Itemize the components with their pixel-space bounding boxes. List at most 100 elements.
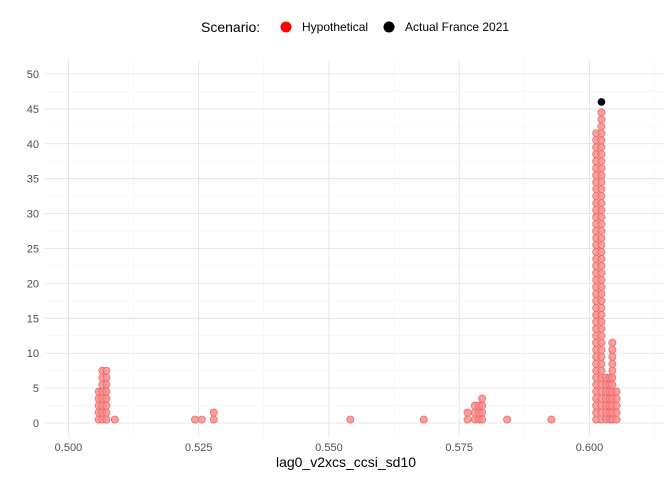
y-tick-label: 45: [27, 104, 39, 116]
hypothetical-point: [197, 415, 206, 424]
y-tick-label: 15: [27, 313, 39, 325]
hypothetical-point: [102, 387, 111, 396]
hypothetical-point: [597, 303, 606, 312]
hypothetical-point: [478, 394, 487, 403]
legend-title: Scenario:: [201, 19, 260, 35]
hypothetical-point: [597, 164, 606, 173]
x-tick-label: 0.525: [185, 442, 213, 454]
hypothetical-point: [503, 415, 512, 424]
hypothetical-point: [597, 129, 606, 138]
hypothetical-point: [597, 136, 606, 145]
hypothetical-point: [597, 359, 606, 368]
hypothetical-point: [102, 366, 111, 375]
hypothetical-point: [612, 387, 621, 396]
hypothetical-point: [102, 415, 111, 424]
hypothetical-point: [463, 415, 472, 424]
y-tick-label: 25: [27, 244, 39, 256]
hypothetical-point: [597, 255, 606, 263]
data-points: [94, 98, 621, 424]
hypothetical-point: [597, 178, 606, 187]
x-tick-label: 0.550: [315, 442, 343, 454]
hypothetical-point: [608, 373, 617, 382]
hypothetical-point: [597, 115, 606, 124]
legend-marker-actual: [383, 21, 395, 33]
hypothetical-point: [612, 401, 621, 410]
hypothetical-point: [612, 408, 621, 417]
hypothetical-point: [597, 122, 606, 131]
hypothetical-point: [102, 394, 111, 403]
hypothetical-point: [612, 394, 621, 403]
hypothetical-point: [597, 268, 606, 277]
hypothetical-point: [608, 380, 617, 389]
y-tick-label: 50: [27, 69, 39, 81]
x-tick-label: 0.600: [576, 442, 604, 454]
y-tick-label: 35: [27, 174, 39, 186]
hypothetical-point: [102, 380, 111, 389]
x-tick-label: 0.500: [55, 442, 83, 454]
legend: Scenario: Hypothetical Actual France 202…: [201, 19, 509, 35]
hypothetical-point: [597, 248, 606, 256]
hypothetical-point: [608, 359, 617, 368]
legend-label-hypothetical: Hypothetical: [302, 20, 368, 34]
hypothetical-point: [478, 401, 487, 410]
y-tick-label: 10: [27, 348, 39, 360]
hypothetical-point: [612, 415, 621, 424]
hypothetical-point: [597, 185, 606, 194]
hypothetical-point: [419, 415, 428, 424]
hypothetical-point: [463, 408, 472, 417]
hypothetical-point: [346, 415, 355, 424]
x-tick-label: 0.575: [445, 442, 473, 454]
hypothetical-point: [597, 220, 606, 229]
hypothetical-point: [102, 373, 111, 382]
hypothetical-point: [597, 289, 606, 298]
hypothetical-point: [597, 157, 606, 166]
legend-marker-hypothetical: [280, 21, 292, 33]
hypothetical-point: [597, 150, 606, 159]
hypothetical-point: [597, 143, 606, 152]
hypothetical-point: [597, 310, 606, 319]
hypothetical-point: [597, 171, 606, 180]
hypothetical-point: [547, 415, 556, 424]
x-axis-ticks: 0.500 0.525 0.550 0.575 0.600: [55, 442, 604, 454]
hypothetical-point: [478, 408, 487, 417]
hypothetical-point: [597, 213, 606, 222]
hypothetical-point: [597, 192, 606, 201]
hypothetical-point: [597, 345, 606, 354]
hypothetical-point: [597, 234, 606, 242]
hypothetical-point: [597, 324, 606, 333]
hypothetical-point: [102, 401, 111, 410]
hypothetical-point: [597, 108, 606, 117]
hypothetical-point: [608, 338, 617, 347]
hypothetical-point: [209, 408, 218, 417]
y-tick-label: 0: [33, 418, 39, 430]
hypothetical-point: [597, 331, 606, 340]
x-axis-title: lag0_v2xcs_ccsi_sd10: [276, 454, 416, 470]
hypothetical-point: [478, 415, 487, 424]
hypothetical-point: [597, 206, 606, 215]
hypothetical-point: [597, 366, 606, 375]
hypothetical-point: [102, 408, 111, 417]
hypothetical-point: [608, 352, 617, 361]
hypothetical-point: [209, 415, 218, 424]
y-tick-label: 30: [27, 209, 39, 221]
hypothetical-point: [597, 199, 606, 208]
hypothetical-point: [608, 345, 617, 354]
hypothetical-point: [597, 241, 606, 249]
hypothetical-point: [597, 282, 606, 291]
hypothetical-point: [597, 275, 606, 284]
actual-point: [597, 98, 606, 106]
hypothetical-point: [597, 338, 606, 347]
y-tick-label: 20: [27, 278, 39, 290]
y-tick-label: 40: [27, 139, 39, 151]
major-gridlines: [45, 60, 665, 437]
hypothetical-point: [597, 262, 606, 270]
y-axis-ticks: 0 5 10 15 20 25 30 35 40 45 50: [27, 69, 39, 430]
hypothetical-point: [597, 317, 606, 326]
hypothetical-point: [608, 366, 617, 375]
y-tick-label: 5: [33, 383, 39, 395]
hypothetical-point: [110, 415, 119, 424]
hypothetical-point: [597, 296, 606, 305]
hypothetical-point: [597, 227, 606, 235]
